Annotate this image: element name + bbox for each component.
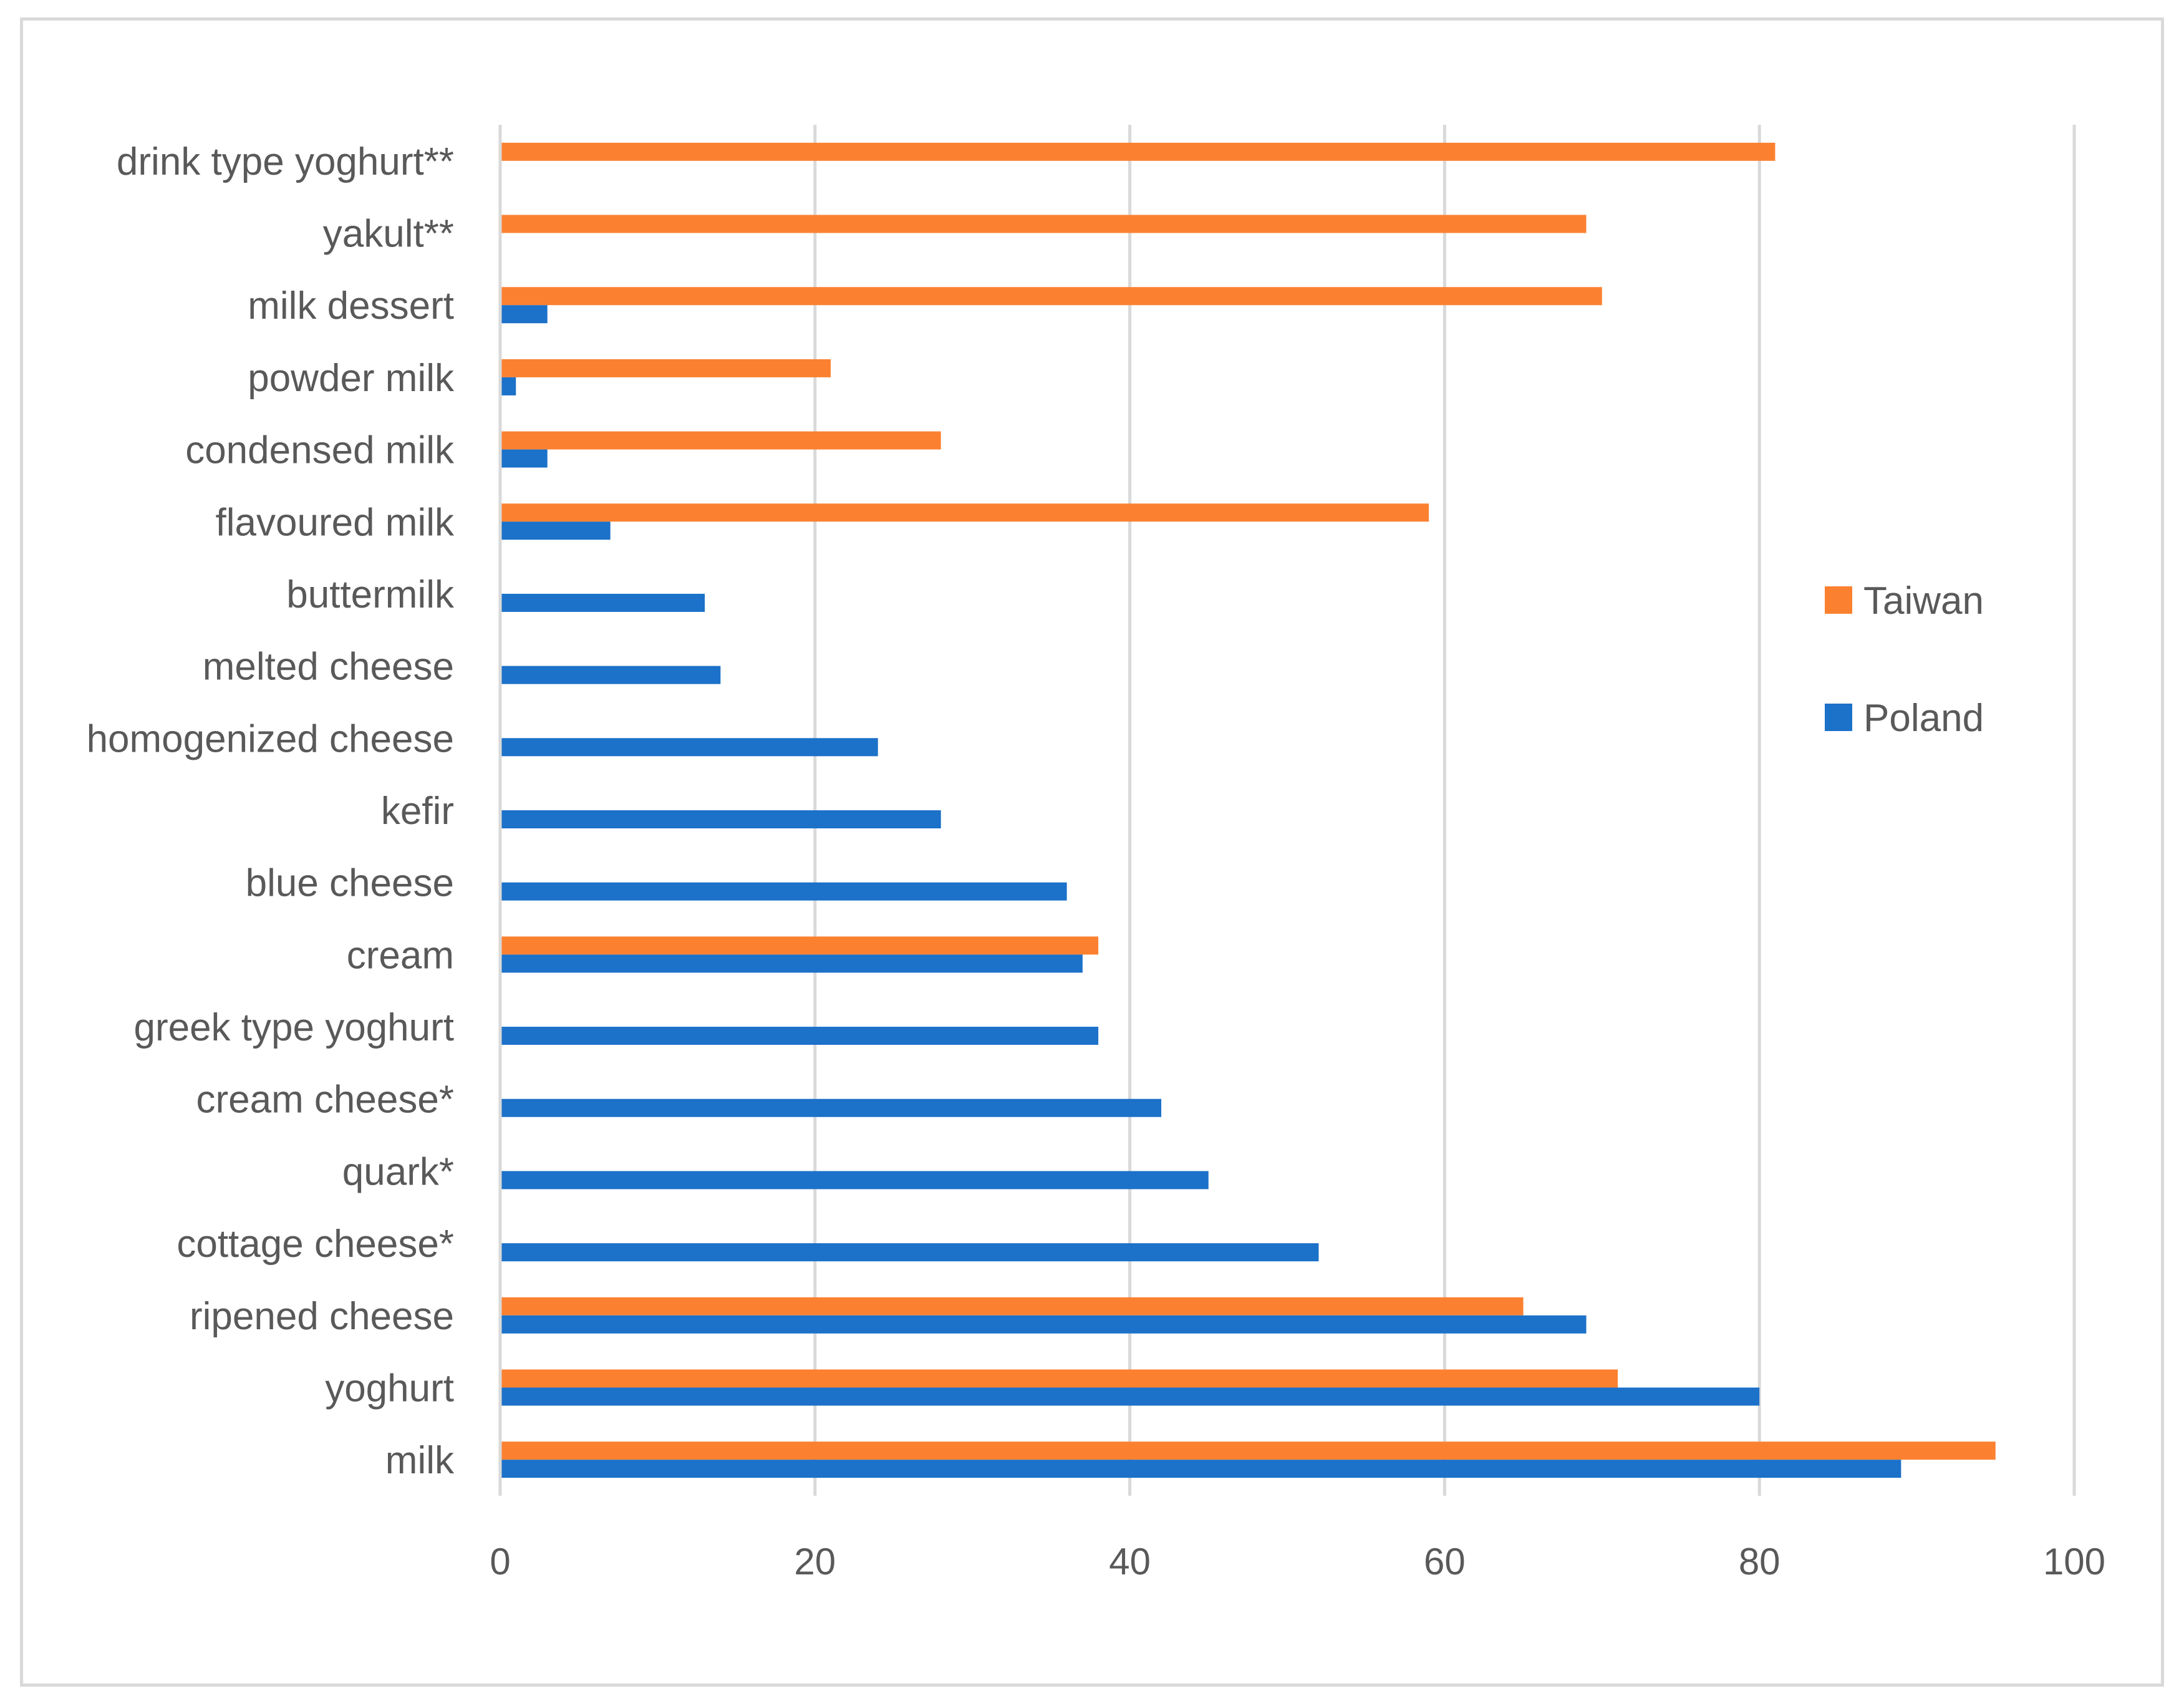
category-label-drink-type-yoghurt: drink type yoghurt** [117,140,454,183]
category-label-milk-dessert: milk dessert [248,284,454,327]
legend-swatch-taiwan [1825,586,1852,614]
bar-taiwan-cream [500,936,1099,955]
bar-poland-flavoured-milk [500,521,611,540]
legend: Taiwan Poland [1825,579,1984,740]
category-label-yakult: yakult** [323,213,454,256]
bar-poland-buttermilk [500,593,705,612]
legend-label-taiwan: Taiwan [1863,579,1984,623]
bar-poland-milk [500,1460,1901,1478]
bar-taiwan-condensed-milk [500,431,941,450]
bar-poland-cream [500,954,1083,973]
x-tick-label-0: 0 [490,1541,510,1582]
category-label-homogenized-cheese: homogenized cheese [87,717,454,760]
category-label-flavoured-milk: flavoured milk [216,501,455,544]
category-label-melted-cheese: melted cheese [203,646,454,689]
category-label-yoghurt: yoghurt [325,1367,454,1410]
bars [500,142,1996,1478]
bar-poland-cottage-cheese [500,1243,1319,1262]
bar-poland-yoghurt [500,1387,1760,1406]
bar-poland-melted-cheese [500,666,721,684]
x-tick-labels: 0 20 40 60 80 100 [490,1541,2105,1582]
x-tick-label-100: 100 [2043,1541,2105,1582]
bar-taiwan-milk-dessert [500,287,1602,306]
category-label-cream-cheese: cream cheese* [196,1078,454,1122]
bar-taiwan-milk [500,1442,1996,1460]
bar-taiwan-powder-milk [500,359,831,377]
x-tick-label-20: 20 [794,1541,836,1582]
x-tick-label-60: 60 [1424,1541,1466,1582]
category-label-milk: milk [385,1439,455,1482]
category-label-ripened-cheese: ripened cheese [190,1295,454,1338]
category-label-greek-type-yoghurt: greek type yoghurt [133,1006,454,1049]
bar-taiwan-flavoured-milk [500,503,1429,522]
bar-taiwan-drink-type-yoghurt [500,142,1776,161]
x-tick-label-40: 40 [1109,1541,1151,1582]
bar-taiwan-ripened-cheese [500,1297,1524,1316]
category-label-kefir: kefir [381,790,454,833]
bar-taiwan-yoghurt [500,1369,1618,1388]
bar-poland-milk-dessert [500,305,548,324]
category-label-condensed-milk: condensed milk [185,429,455,472]
legend-swatch-poland [1825,704,1852,731]
category-label-buttermilk: buttermilk [286,573,455,616]
category-label-cream: cream [347,934,454,977]
bar-poland-cream-cheese [500,1098,1162,1117]
category-label-blue-cheese: blue cheese [246,862,454,905]
bar-poland-powder-milk [500,377,516,395]
bar-poland-homogenized-cheese [500,738,878,757]
bar-poland-greek-type-yoghurt [500,1027,1099,1045]
category-labels: drink type yoghurt** yakult** milk dessert… [87,140,455,1482]
category-label-powder-milk: powder milk [248,357,455,400]
bar-poland-ripened-cheese [500,1315,1587,1334]
bar-poland-quark [500,1171,1209,1190]
bar-poland-condensed-milk [500,449,548,468]
gridlines [813,125,2076,1496]
bar-poland-blue-cheese [500,882,1067,901]
bar-taiwan-yakult [500,215,1587,233]
bar-poland-kefir [500,810,941,828]
legend-label-poland: Poland [1863,697,1984,740]
category-label-cottage-cheese: cottage cheese* [176,1223,454,1266]
x-tick-label-80: 80 [1739,1541,1781,1582]
category-label-quark: quark* [342,1150,454,1193]
